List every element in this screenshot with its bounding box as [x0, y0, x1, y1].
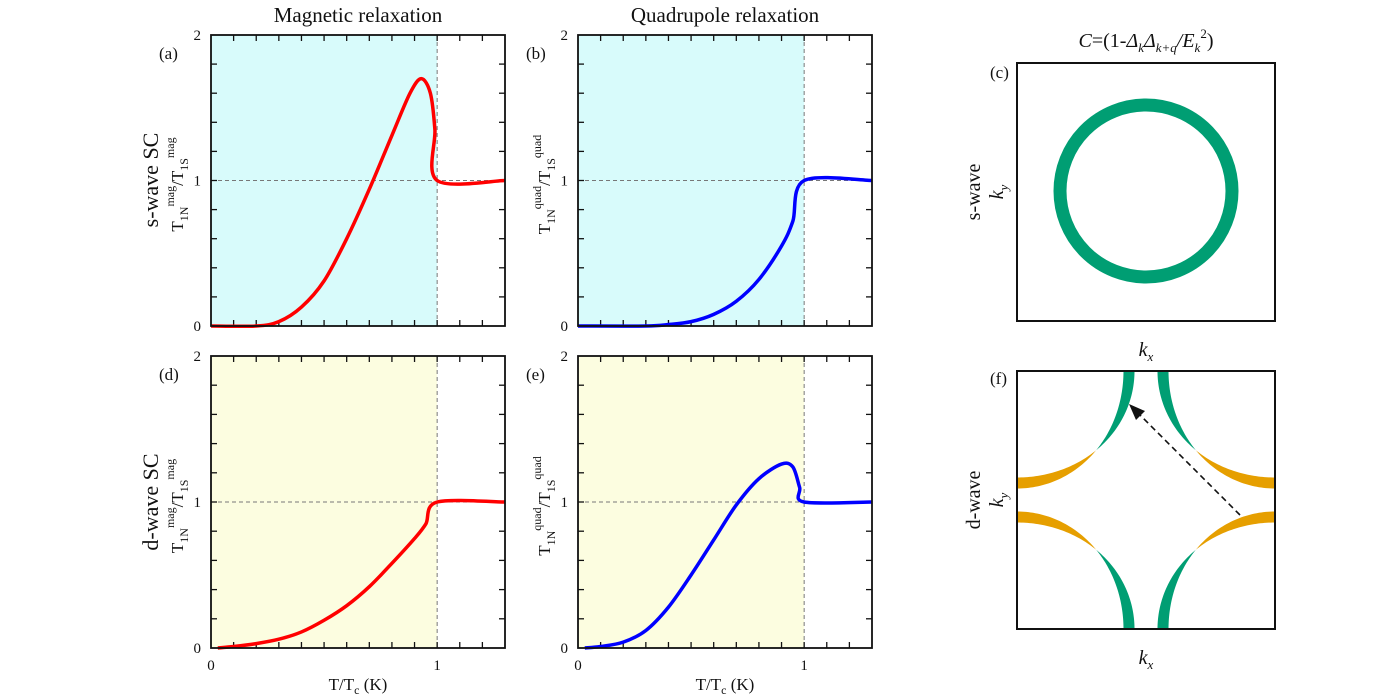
ky-label-c: ky: [986, 184, 1011, 199]
plot-frame: [577, 355, 873, 649]
panel-label-f: (f): [990, 369, 1007, 388]
fermi-arc-orange: [1195, 450, 1275, 489]
y-tick-label: 1: [194, 174, 202, 190]
y-tick-label: 2: [194, 349, 202, 365]
x-tick-label: 0: [207, 658, 215, 674]
nesting-vector-arrow: [1136, 411, 1241, 516]
y-axis-label: T1Nmag/T1Smag: [163, 137, 191, 231]
row-label-s-wave: s-wave SC: [138, 133, 163, 228]
panel-f-bg: [1017, 371, 1275, 629]
plot-frame: [210, 355, 506, 649]
ky-label-f: ky: [986, 492, 1011, 507]
fermi-arc-green: [1096, 549, 1135, 629]
fermi-arc-green: [1096, 371, 1135, 451]
x-tick-label: 1: [433, 658, 441, 674]
y-tick-label: 1: [561, 174, 569, 190]
fermi-arc-green: [1157, 549, 1196, 629]
column-title-magnetic: Magnetic relaxation: [274, 3, 443, 27]
fermi-arc-green: [1157, 371, 1196, 451]
panel-label-e: (e): [526, 365, 545, 384]
column-title-quadrupole: Quadrupole relaxation: [631, 3, 820, 27]
relaxation-curve-e: [584, 461, 873, 650]
y-tick-label: 2: [194, 28, 202, 44]
panel-label-c: (c): [990, 63, 1009, 82]
y-tick-label: 2: [561, 349, 569, 365]
y-tick-label: 0: [561, 641, 569, 657]
y-axis-label: T1Nquad/T1Squad: [530, 135, 558, 235]
fermi-arc-orange: [1017, 511, 1097, 550]
row-label-d-wave-right: d-wave: [963, 470, 985, 529]
panel-a: 0 1 2 (a) T1Nmag/T1Smag: [159, 28, 506, 335]
row-label-d-wave: d-wave SC: [138, 453, 163, 550]
x-tick-label: 1: [800, 658, 808, 674]
plot-frame: [210, 34, 506, 327]
panel-b: 0 1 2 (b) T1Nquad/T1Squad: [526, 28, 873, 335]
svg-text:T/Tc (K): T/Tc (K): [329, 675, 388, 697]
panel-d: 0 1 2 0 1 (d) T1Nmag/T1Smag: [159, 349, 506, 674]
row-label-s-wave-right: s-wave: [963, 164, 985, 221]
coherence-factor-title: C=(1-ΔkΔk+q/Ek2): [1078, 26, 1213, 55]
x-axis-label-left: T/Tc (K): [329, 675, 388, 697]
y-axis-label: T1Nquad/T1Squad: [530, 456, 558, 556]
svg-text:C=(1-ΔkΔk+q/Ek2): C=(1-ΔkΔk+q/Ek2): [1078, 26, 1213, 55]
svg-text:T/Tc (K): T/Tc (K): [696, 675, 755, 697]
fermi-arc-orange: [1195, 511, 1275, 550]
y-tick-label: 0: [561, 319, 569, 335]
y-tick-label: 1: [194, 495, 202, 511]
panel-label-a: (a): [159, 44, 178, 63]
y-tick-label: 0: [194, 641, 202, 657]
panel-f-frame: [1016, 370, 1276, 630]
plot-frame: [577, 34, 873, 327]
panel-c-s-wave-fermi-surface: (c) s-wave ky kx: [963, 62, 1276, 364]
y-axis-label: T1Nmag/T1Smag: [163, 459, 191, 553]
panel-label-b: (b): [526, 44, 546, 63]
fermi-surface-circle: [1053, 98, 1239, 284]
panel-f-d-wave-fermi-surface: (f) d-wave ky kx: [963, 369, 1276, 672]
kx-label-f: kx: [1139, 647, 1154, 672]
y-tick-label: 2: [561, 28, 569, 44]
y-tick-label: 1: [561, 495, 569, 511]
x-tick-label: 0: [574, 658, 582, 674]
panel-e: 0 1 2 0 1 (e) T1Nquad/T1Squad: [526, 349, 873, 674]
y-tick-label: 0: [194, 319, 202, 335]
relaxation-curve-d: [217, 498, 506, 650]
arrowhead-icon: [1129, 404, 1145, 420]
fermi-arc-orange: [1017, 450, 1097, 489]
x-axis-label-right: T/Tc (K): [696, 675, 755, 697]
relaxation-curve-a: [210, 76, 506, 329]
panel-label-d: (d): [159, 365, 179, 384]
kx-label-c: kx: [1139, 339, 1154, 364]
